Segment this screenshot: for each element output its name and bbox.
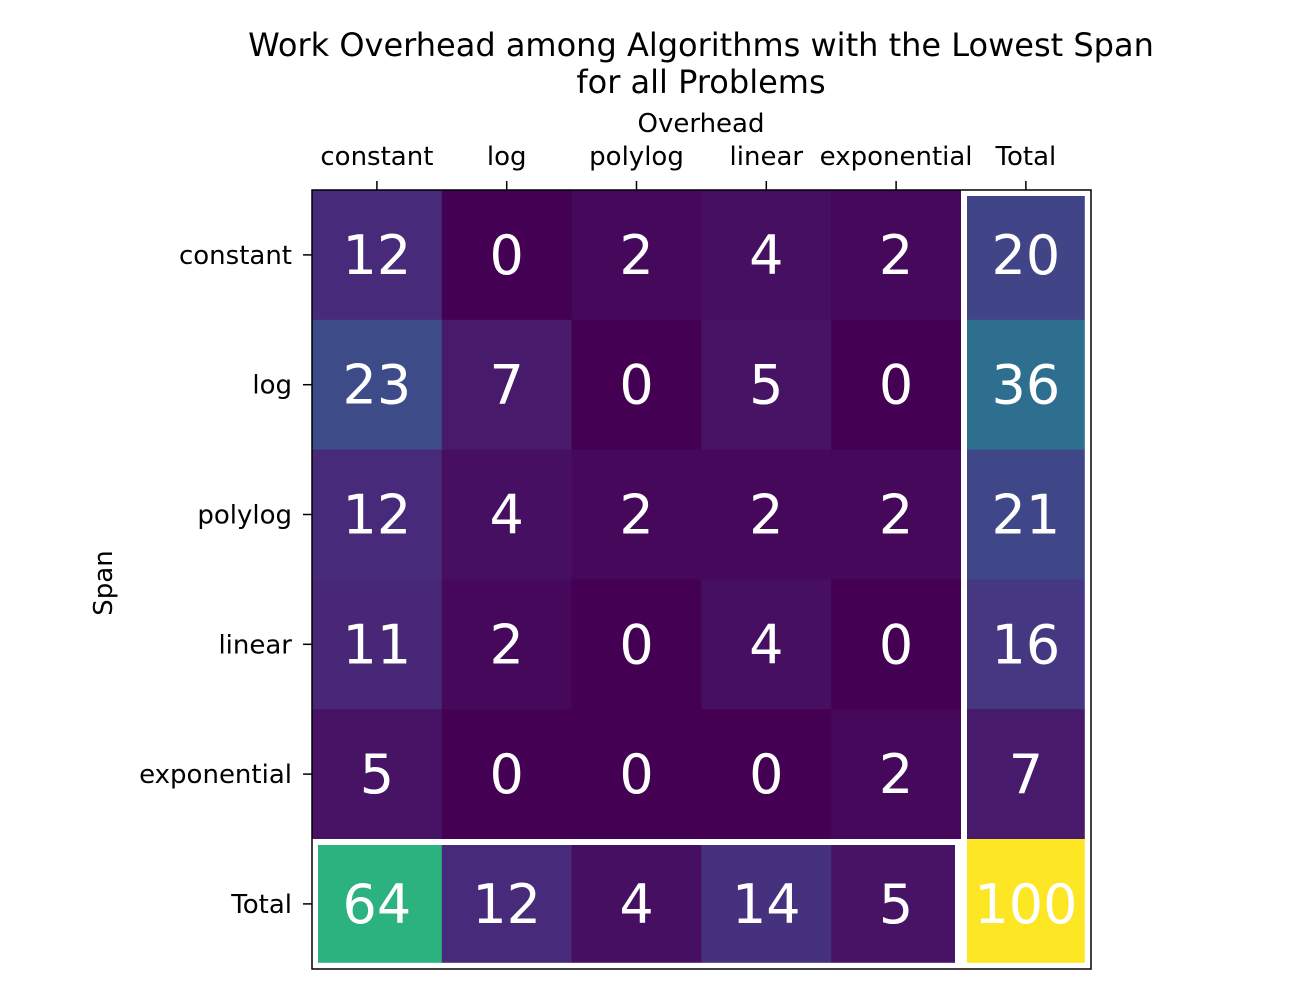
cell-value-label: 12 [343,484,412,547]
x-axis-label: Overhead [638,109,765,139]
heatmap-cell [701,190,832,321]
cell-value-label: 2 [490,613,524,676]
cell-value-label: 0 [619,354,653,417]
cell-value-label: 2 [879,743,913,806]
heatmap-cell [571,449,702,580]
cell-value-label: 2 [749,484,783,547]
y-tick-label: linear [218,630,292,660]
cell-value-label: 21 [992,484,1061,547]
heatmap-cell [441,579,573,710]
heatmap-cell [831,190,962,321]
heatmap-cell [571,190,702,321]
cell-value-label: 0 [619,743,653,806]
cell-value-label: 4 [749,224,783,287]
heatmap-cell [312,319,443,451]
heatmap-cell [831,579,962,710]
heatmap-cell [961,579,1092,710]
cell-value-label: 11 [343,613,412,676]
heatmap-cell [701,579,832,710]
cell-value-label: 0 [879,354,913,417]
cell-value-label: 5 [360,743,394,806]
heatmap-cell [701,319,832,451]
x-tick-label: linear [730,142,804,172]
heatmap-cell [701,449,832,580]
heatmap-cell [571,319,702,451]
y-tick-label: Total [230,890,292,920]
heatmap-cells [312,190,1092,970]
heatmap-cell [441,190,573,321]
cell-value-label: 5 [749,354,783,417]
total-row-outline [312,839,961,969]
heatmap-cell [831,449,962,580]
heatmap-cell [701,709,832,840]
heatmap-cell [312,190,443,321]
cell-value-label: 7 [490,354,524,417]
cell-value-label: 14 [732,873,801,936]
heatmap-cell [961,449,1092,580]
heatmap-cell [312,579,443,710]
cell-value-label: 23 [343,354,412,417]
heatmap-cell [441,449,573,580]
y-tick-label: exponential [139,760,292,790]
x-tick-label: log [487,142,527,172]
cell-value-label: 12 [472,873,541,936]
x-tick-label: exponential [820,142,973,172]
heatmap-cell [831,709,962,840]
heatmap-cell [441,319,573,451]
x-tick-label: Total [995,142,1057,172]
heatmap-cell [961,190,1092,321]
x-tick-label: polylog [589,142,684,172]
cell-value-label: 4 [749,613,783,676]
heatmap-cell [701,839,832,970]
cell-value-label: 0 [879,613,913,676]
cell-value-label: 64 [343,873,412,936]
cell-value-label: 2 [879,224,913,287]
heatmap-cell [831,319,962,451]
total-outlines [312,190,1091,969]
heatmap-cell [961,709,1092,840]
cell-value-label: 7 [1009,743,1043,806]
x-axis-ticks: constant log polylog linear exponential Total [320,142,1056,190]
x-tick-label: constant [320,142,433,172]
heatmap-cell [441,839,573,970]
cell-value-label: 0 [490,224,524,287]
y-tick-label: log [252,371,292,401]
total-column-outline [961,190,1091,969]
chart-title-line-1: Work Overhead among Algorithms with the … [248,26,1154,64]
cell-value-label: 4 [490,484,524,547]
cell-value-label: 12 [343,224,412,287]
cell-value-label: 20 [992,224,1061,287]
y-axis-label: Span [89,550,119,615]
heatmap-cell [571,579,702,710]
cell-value-label: 0 [619,613,653,676]
heatmap-cell [312,839,443,970]
y-tick-label: constant [179,241,292,271]
heatmap-cell [571,839,702,970]
heatmap-cell [441,709,573,840]
cell-value-label: 2 [879,484,913,547]
cell-value-label: 100 [974,873,1077,936]
cell-value-label: 2 [619,224,653,287]
plot-frame [311,189,1092,970]
y-axis-ticks: constant log polylog linear exponential Total [139,241,312,920]
heatmap-cell [831,839,962,970]
cell-value-label: 36 [992,354,1061,417]
cell-value-label: 16 [992,613,1061,676]
chart-title-line-2: for all Problems [576,63,825,101]
heatmap-cell [571,709,702,840]
heatmap-cell [312,709,443,840]
cell-value-label: 2 [619,484,653,547]
cell-value-label: 0 [490,743,524,806]
cell-value-label: 0 [749,743,783,806]
y-tick-label: polylog [197,501,292,531]
cell-value-label: 5 [879,873,913,936]
heatmap-cell [961,839,1092,970]
cell-value-label: 4 [619,873,653,936]
heatmap-cell [312,449,443,580]
heatmap-cell [961,319,1092,451]
